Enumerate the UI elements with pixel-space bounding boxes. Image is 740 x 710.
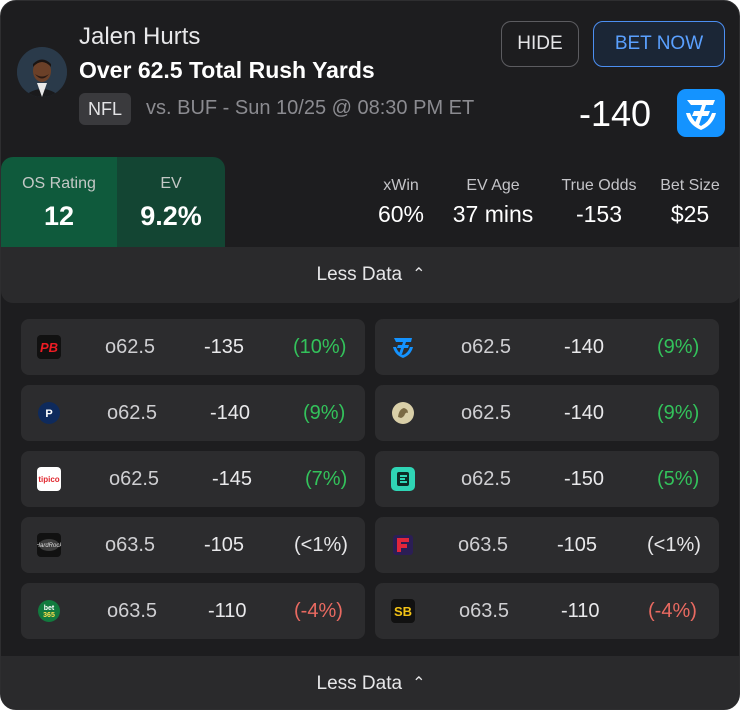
- os-rating-box: OS Rating 12: [1, 157, 117, 247]
- book-ev: (-4%): [648, 600, 697, 622]
- true-odds-value: -153: [575, 201, 623, 227]
- bet-size-label: Bet Size: [660, 177, 720, 194]
- svg-text:HardRock: HardRock: [37, 543, 61, 549]
- bet-now-button[interactable]: BET NOW: [593, 21, 725, 67]
- book-ev: (<1%): [647, 534, 701, 556]
- svg-text:SB: SB: [394, 604, 412, 619]
- betmgm-icon: [391, 401, 415, 425]
- hardrock-icon: HardRock: [36, 533, 63, 557]
- book-ev: (9%): [303, 402, 346, 424]
- book-line: o62.5: [461, 336, 512, 358]
- book-row[interactable]: HardRock o63.5 -105 (<1%): [21, 517, 365, 573]
- bet-size-value: $25: [670, 201, 710, 227]
- book-price: -105: [204, 534, 245, 556]
- svg-text:bet: bet: [44, 605, 55, 612]
- book-row[interactable]: bet 365 o63.5 -110 (-4%): [21, 583, 365, 639]
- ev-label: EV: [160, 175, 182, 192]
- book-price: -110: [208, 600, 247, 622]
- player-avatar: [17, 47, 67, 97]
- book-ev: (5%): [657, 468, 700, 490]
- book-ev: (-4%): [294, 600, 343, 622]
- book-price: -110: [561, 600, 600, 622]
- chevron-up-icon: ⌃: [412, 266, 426, 283]
- fanduel-icon[interactable]: [677, 89, 725, 137]
- less-data-toggle-bottom[interactable]: Less Data ⌃: [1, 656, 739, 709]
- book-price: -140: [210, 402, 251, 424]
- ev-box: EV 9.2%: [117, 157, 225, 247]
- book-line: o62.5: [461, 402, 512, 424]
- book-price: -140: [564, 402, 605, 424]
- book-price: -135: [204, 336, 245, 358]
- book-ev: (7%): [305, 468, 348, 490]
- ev-age-label: EV Age: [466, 177, 520, 194]
- book-line: o63.5: [458, 534, 509, 556]
- stats-row: OS Rating 12 EV 9.2% xWin 60% EV Age 37 …: [1, 157, 739, 247]
- matchup-text: vs. BUF - Sun 10/25 @ 08:30 PM ET: [146, 97, 475, 119]
- svg-text:365: 365: [43, 612, 55, 619]
- book-ev: (10%): [293, 336, 347, 358]
- espnbet-icon: [391, 467, 415, 491]
- book-row[interactable]: PB o62.5 -135 (10%): [21, 319, 365, 375]
- fanduel-icon: [391, 335, 415, 359]
- tipico-icon: tipico: [37, 467, 61, 491]
- book-row[interactable]: SB o63.5 -110 (-4%): [375, 583, 719, 639]
- less-data-label: Less Data: [316, 264, 403, 285]
- book-row[interactable]: o62.5 -140 (9%): [375, 319, 719, 375]
- book-row[interactable]: o62.5 -150 (5%): [375, 451, 719, 507]
- league-badge: NFL: [79, 93, 132, 125]
- playup-icon: P: [37, 401, 61, 425]
- odds-value: -140: [579, 93, 652, 134]
- ev-value: 9.2%: [140, 201, 202, 231]
- book-row[interactable]: tipico o62.5 -145 (7%): [21, 451, 365, 507]
- book-line: o62.5: [105, 336, 156, 358]
- book-line: o63.5: [105, 534, 156, 556]
- book-row[interactable]: o62.5 -140 (9%): [375, 385, 719, 441]
- book-ev: (9%): [657, 336, 700, 358]
- pointsbet-icon: PB: [37, 335, 61, 359]
- xwin-label: xWin: [383, 177, 419, 194]
- book-price: -150: [564, 468, 605, 490]
- book-line: o62.5: [461, 468, 512, 490]
- book-price: -105: [557, 534, 598, 556]
- book-ev: (9%): [657, 402, 700, 424]
- bet365-icon: bet 365: [37, 599, 61, 623]
- book-row[interactable]: o63.5 -105 (<1%): [375, 517, 719, 573]
- book-line: o62.5: [109, 468, 160, 490]
- ev-age-value: 37 mins: [452, 201, 534, 227]
- svg-text:tipico: tipico: [38, 475, 59, 484]
- svg-text:P: P: [45, 408, 52, 420]
- chevron-up-icon: ⌃: [412, 675, 426, 692]
- less-data-label: Less Data: [316, 673, 403, 694]
- superbook-icon: SB: [391, 599, 415, 623]
- book-price: -145: [212, 468, 253, 490]
- hide-button[interactable]: HIDE: [501, 21, 579, 67]
- book-line: o62.5: [107, 402, 158, 424]
- book-price: -140: [564, 336, 605, 358]
- os-rating-label: OS Rating: [22, 175, 96, 192]
- book-line: o63.5: [107, 600, 158, 622]
- less-data-toggle-top[interactable]: Less Data ⌃: [1, 247, 739, 303]
- book-ev: (<1%): [294, 534, 348, 556]
- svg-text:PB: PB: [40, 340, 58, 355]
- book-line: o63.5: [459, 600, 510, 622]
- os-rating-value: 12: [43, 201, 75, 231]
- true-odds-label: True Odds: [561, 177, 637, 194]
- book-row[interactable]: P o62.5 -140 (9%): [21, 385, 365, 441]
- xwin-value: 60%: [377, 201, 425, 227]
- fanatics-icon: [391, 533, 415, 557]
- bet-title: Over 62.5 Total Rush Yards: [79, 57, 375, 83]
- player-name: Jalen Hurts: [79, 23, 201, 50]
